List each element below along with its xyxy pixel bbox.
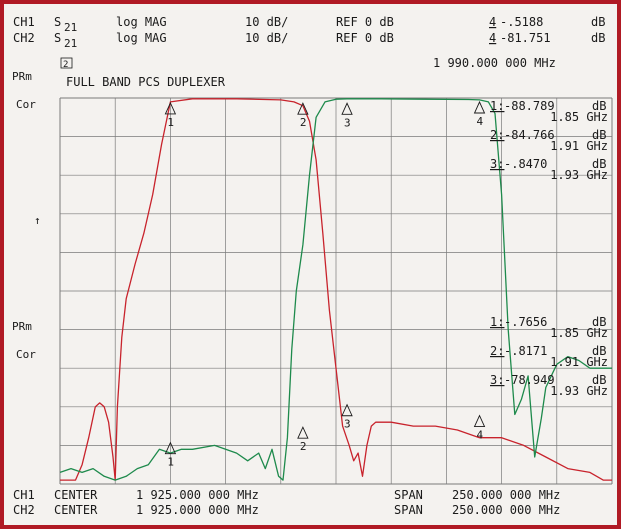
ch1-marker-1-triangle xyxy=(164,441,177,455)
ch2-marker-2-triangle xyxy=(297,102,309,115)
footer-ch2-label: CH2 xyxy=(13,503,35,517)
ch2-readout-num: 2: xyxy=(490,344,504,358)
ch2-readout-num: 1: xyxy=(490,315,504,329)
footer-ch2-center: 1 925.000 000 MHz xyxy=(136,503,259,517)
ch1-readout-freq: 1.91 GHz xyxy=(550,139,608,153)
ch1-marker-3-triangle xyxy=(341,102,353,115)
ch1-format: log MAG xyxy=(116,15,167,29)
ch1-marker-3-number: 3 xyxy=(344,116,351,129)
ch2-readout-value: -78.949 xyxy=(504,373,555,387)
analyzer-screen: CH1 S 21 log MAG 10 dB/ REF 0 dB 4 -.518… xyxy=(4,4,617,525)
ch2-scale: 10 dB/ xyxy=(245,31,288,45)
ch2-param-sub: 21 xyxy=(64,37,77,50)
network-analyzer-plot: CH1 S 21 log MAG 10 dB/ REF 0 dB 4 -.518… xyxy=(12,15,613,517)
prm-label-ch1: PRm xyxy=(12,70,32,83)
footer-ch2-span: 250.000 000 MHz xyxy=(452,503,560,517)
footer-ch1-span-label: SPAN xyxy=(394,488,423,502)
active-channel-box xyxy=(60,57,73,69)
ch2-marker-value: -81.751 xyxy=(500,31,551,45)
ch2-marker-3-number: 3 xyxy=(344,418,351,431)
footer-ch1-center-label: CENTER xyxy=(54,488,98,502)
prm-label-ch2: PRm xyxy=(12,320,32,333)
ch1-scale: 10 dB/ xyxy=(245,15,288,29)
ch2-marker-unit: dB xyxy=(591,31,605,45)
tx-trace-line xyxy=(60,98,612,481)
ch2-marker-4-number: 4 xyxy=(477,429,484,442)
ch1-readout-num: 2: xyxy=(490,128,504,142)
cor-label-ch2: Cor xyxy=(16,348,36,361)
ch2-format: log MAG xyxy=(116,31,167,45)
plot-traces xyxy=(59,98,612,481)
ch2-readout-unit: dB xyxy=(592,373,606,387)
ch2-readout-freq: 1.93 GHz xyxy=(550,384,608,398)
ch1-readout-value: -88.789 xyxy=(504,99,555,113)
ch1-marker-4-number: 4 xyxy=(477,115,484,128)
ch2-label: CH2 xyxy=(13,31,35,45)
ch1-readout-unit: dB xyxy=(592,157,606,171)
ch1-ref: REF 0 dB xyxy=(336,15,394,29)
ch2-marker-1-triangle xyxy=(164,101,177,115)
ch1-marker-4-triangle xyxy=(473,100,486,114)
ch1-marker-2-triangle xyxy=(297,426,309,439)
footer-ch2-center-label: CENTER xyxy=(54,503,98,517)
footer-ch1-center: 1 925.000 000 MHz xyxy=(136,488,259,502)
ch2-marker-num: 4 xyxy=(489,31,496,45)
ch1-marker-num: 4 xyxy=(489,15,496,29)
ch1-readout-unit: dB xyxy=(592,128,606,142)
ch2-readout-num: 3: xyxy=(490,373,504,387)
ch1-readout-unit: dB xyxy=(592,99,606,113)
ch2-param: S xyxy=(54,31,61,45)
ch1-readout-num: 1: xyxy=(490,99,504,113)
ch1-marker-2-number: 2 xyxy=(300,440,307,453)
ch2-marker-3-triangle xyxy=(341,403,353,417)
ch2-readout-freq: 1.85 GHz xyxy=(550,326,608,340)
ch1-readout-freq: 1.93 GHz xyxy=(550,168,608,182)
ch1-readout-value: -.8470 xyxy=(504,157,547,171)
ch1-param: S xyxy=(54,15,61,29)
ch1-param-sub: 21 xyxy=(64,21,77,34)
ch2-readout-value: -.8171 xyxy=(504,344,547,358)
footer-ch2-span-label: SPAN xyxy=(394,503,423,517)
ch1-marker-1-number: 1 xyxy=(167,456,174,469)
ch2-ref: REF 0 dB xyxy=(336,31,394,45)
footer-ch1-span: 250.000 000 MHz xyxy=(452,488,560,502)
ch1-readout-freq: 1.85 GHz xyxy=(550,110,608,124)
chart-title: FULL BAND PCS DUPLEXER xyxy=(66,75,226,89)
ch2-marker-4-triangle xyxy=(473,414,486,428)
ch2-readout-unit: dB xyxy=(592,315,606,329)
ch2-readout-value: -.7656 xyxy=(504,315,547,329)
rx-trace-line xyxy=(59,98,612,481)
ch2-readout-unit: dB xyxy=(592,344,606,358)
ch1-marker-value: -.5188 xyxy=(500,15,543,29)
scale-arrow-icon: ↑ xyxy=(34,214,41,227)
ch1-readout-value: -84.766 xyxy=(504,128,555,142)
ch1-label: CH1 xyxy=(13,15,35,29)
footer-ch1-label: CH1 xyxy=(13,488,35,502)
ch1-readout-num: 3: xyxy=(490,157,504,171)
ch2-readout-freq: 1.91 GHz xyxy=(550,355,608,369)
ch1-marker-unit: dB xyxy=(591,15,605,29)
cor-label-ch1: Cor xyxy=(16,98,36,111)
active-channel-label: 2 xyxy=(63,60,68,70)
plot-grid xyxy=(59,97,613,485)
ch2-marker-2-number: 2 xyxy=(300,116,307,129)
plot-markers: 1 2 3 4 1 2 3 4 xyxy=(164,100,486,469)
ch2-marker-1-number: 1 xyxy=(167,116,174,129)
marker-frequency: 1 990.000 000 MHz xyxy=(433,56,556,70)
